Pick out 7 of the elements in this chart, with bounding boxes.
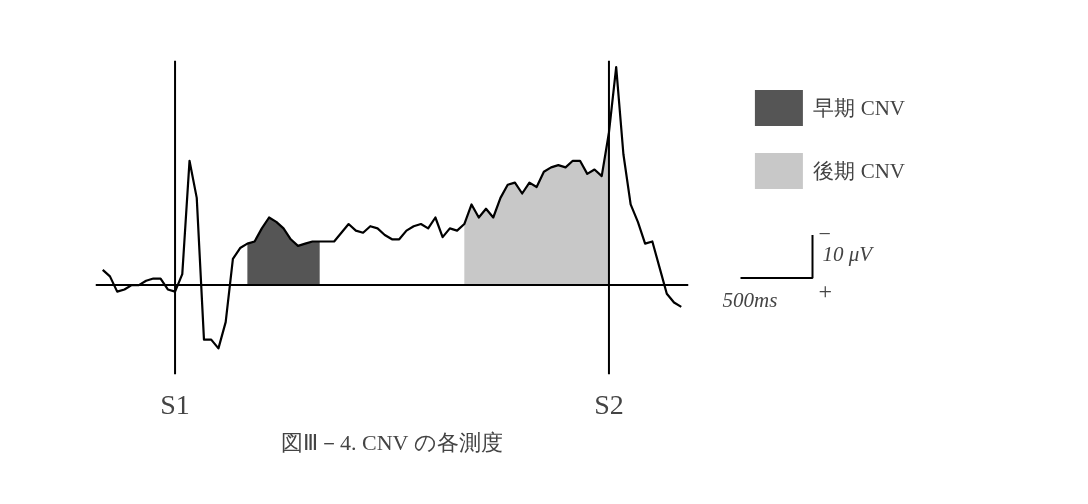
legend-label: 後期 CNV xyxy=(813,157,905,185)
text: 500ms xyxy=(722,288,778,313)
text: 図Ⅲ－4. CNV の各測度 xyxy=(281,429,503,455)
x-tick-label: S2 xyxy=(594,388,624,420)
x-tick-label: S1 xyxy=(160,388,190,420)
legend-label: 早期 CNV xyxy=(813,94,905,122)
text: + xyxy=(818,277,833,304)
